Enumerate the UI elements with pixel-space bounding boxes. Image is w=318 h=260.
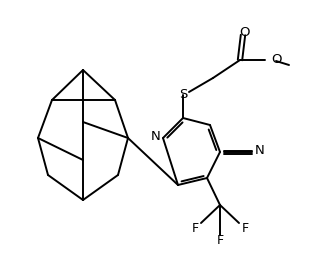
Text: F: F <box>217 233 224 246</box>
Text: F: F <box>241 222 249 235</box>
Text: O: O <box>271 53 281 66</box>
Text: S: S <box>179 88 187 101</box>
Text: N: N <box>151 131 161 144</box>
Text: F: F <box>191 222 198 235</box>
Text: O: O <box>239 25 249 38</box>
Text: N: N <box>255 145 265 158</box>
